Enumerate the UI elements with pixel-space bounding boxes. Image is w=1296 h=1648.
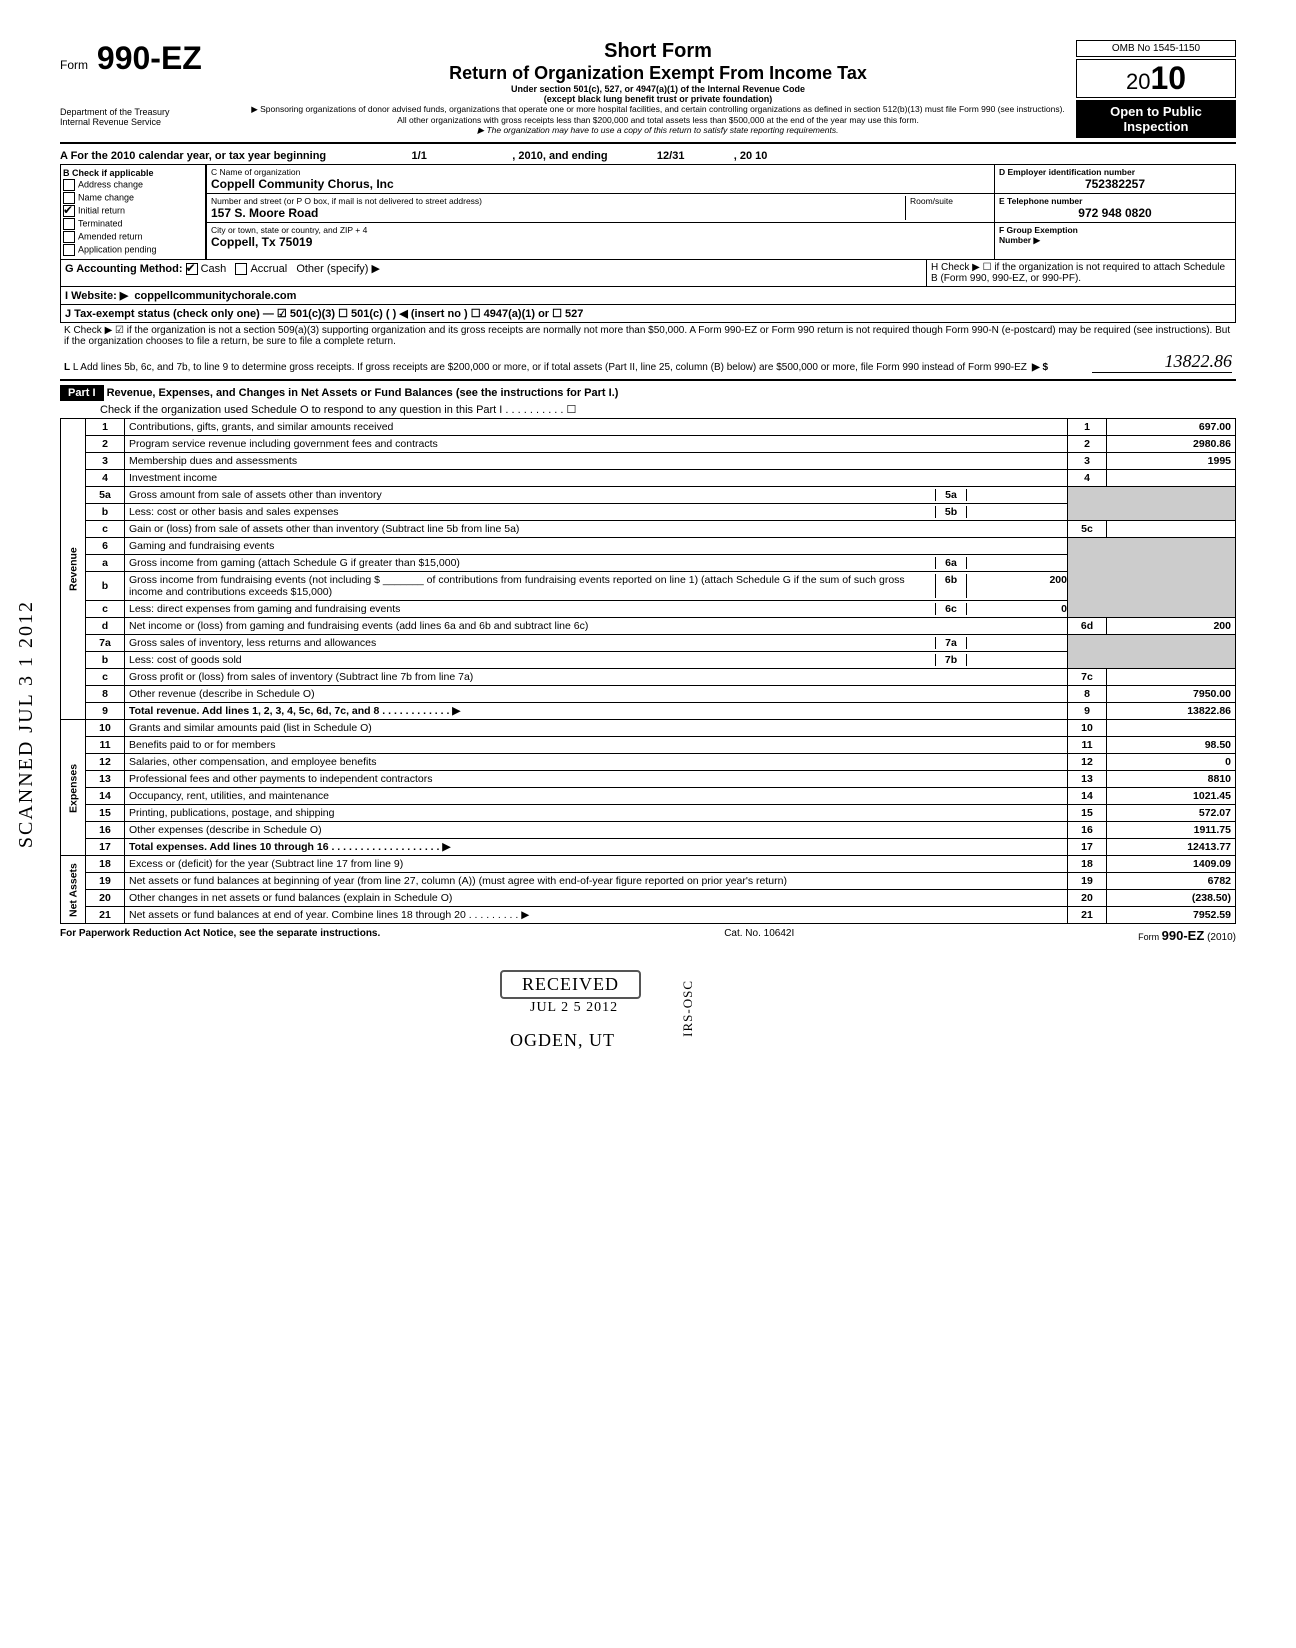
line-G: G Accounting Method: Cash Accrual Other …	[61, 260, 926, 286]
form-header: Form 990-EZ Department of the Treasury I…	[60, 40, 1236, 138]
line-A: A For the 2010 calendar year, or tax yea…	[60, 148, 1236, 164]
line-J: J Tax-exempt status (check only one) — ☑…	[60, 305, 1236, 323]
chk-address[interactable]: Address change	[63, 179, 203, 191]
chk-amended[interactable]: Amended return	[63, 231, 203, 243]
line-11: Benefits paid to or for members	[125, 737, 1068, 754]
open-public: Open to Public Inspection	[1076, 100, 1236, 138]
omb-number: OMB No 1545-1150	[1076, 40, 1236, 57]
line-6c: Less: direct expenses from gaming and fu…	[129, 603, 935, 615]
line-6d: Net income or (loss) from gaming and fun…	[125, 618, 1068, 635]
subtitle-4: ▶ The organization may have to use a cop…	[250, 125, 1066, 136]
line-8: Other revenue (describe in Schedule O)	[125, 686, 1068, 703]
org-addr: 157 S. Moore Road	[211, 206, 905, 220]
line-6: Gaming and fundraising events	[125, 538, 1068, 555]
addr-label: Number and street (or P O box, if mail i…	[211, 196, 905, 206]
part1-header: Part I Revenue, Expenses, and Changes in…	[60, 385, 1236, 401]
line-7a: Gross sales of inventory, less returns a…	[129, 637, 935, 649]
line-5c: Gain or (loss) from sale of assets other…	[125, 521, 1068, 538]
line-K: K Check ▶ ☑ if the organization is not a…	[60, 323, 1236, 349]
ogden-stamp: OGDEN, UT	[510, 1030, 615, 1051]
netassets-label: Net Assets	[61, 856, 86, 924]
F-label: F Group ExemptionNumber ▶	[999, 225, 1231, 246]
line-9: Total revenue. Add lines 1, 2, 3, 4, 5c,…	[125, 703, 1068, 720]
D-label: D Employer identification number	[999, 167, 1231, 177]
line-18: Excess or (deficit) for the year (Subtra…	[125, 856, 1068, 873]
chk-pending[interactable]: Application pending	[63, 244, 203, 256]
form-number: Form 990-EZ	[60, 40, 240, 77]
stamp-date: JUL 2 5 2012	[530, 1000, 618, 1016]
part1-check: Check if the organization used Schedule …	[60, 401, 1236, 418]
line-7c: Gross profit or (loss) from sales of inv…	[125, 669, 1068, 686]
line-5b: Less: cost or other basis and sales expe…	[129, 506, 935, 518]
chk-name[interactable]: Name change	[63, 192, 203, 204]
line-L: L L Add lines 5b, 6c, and 7b, to line 9 …	[60, 349, 1236, 375]
ein: 752382257	[999, 177, 1231, 191]
line-21: Net assets or fund balances at end of ye…	[125, 907, 1068, 924]
line-6a: Gross income from gaming (attach Schedul…	[129, 557, 935, 569]
phone: 972 948 0820	[999, 206, 1231, 220]
chk-initial[interactable]: Initial return	[63, 205, 203, 217]
gross-receipts: 13822.86	[1092, 351, 1232, 373]
received-stamp: RECEIVED	[500, 970, 641, 999]
dept-treasury: Department of the Treasury Internal Reve…	[60, 107, 240, 127]
line-15: Printing, publications, postage, and shi…	[125, 805, 1068, 822]
footer: For Paperwork Reduction Act Notice, see …	[60, 928, 1236, 943]
short-form-title: Short Form	[250, 40, 1066, 63]
line-1: Contributions, gifts, grants, and simila…	[125, 419, 1068, 436]
E-label: E Telephone number	[999, 196, 1231, 206]
C-label: C Name of organization	[211, 167, 990, 177]
irs-stamp: IRS-OSC	[680, 980, 696, 1037]
line-14: Occupancy, rent, utilities, and maintena…	[125, 788, 1068, 805]
expenses-label: Expenses	[61, 720, 86, 856]
line-5a: Gross amount from sale of assets other t…	[129, 489, 935, 501]
section-BCDEF: B Check if applicable Address change Nam…	[60, 164, 1236, 260]
org-name: Coppell Community Chorus, Inc	[211, 177, 990, 191]
line-12: Salaries, other compensation, and employ…	[125, 754, 1068, 771]
revenue-label: Revenue	[61, 419, 86, 720]
line-2: Program service revenue including govern…	[125, 436, 1068, 453]
city-label: City or town, state or country, and ZIP …	[211, 225, 990, 235]
line-I: I Website: ▶ coppellcommunitychorale.com	[60, 287, 1236, 305]
line-19: Net assets or fund balances at beginning…	[125, 873, 1068, 890]
line-6b: Gross income from fundraising events (no…	[129, 574, 935, 598]
line-10: Grants and similar amounts paid (list in…	[125, 720, 1068, 737]
chk-terminated[interactable]: Terminated	[63, 218, 203, 230]
line-H: H Check ▶ ☐ if the organization is not r…	[926, 260, 1235, 286]
lines-table: Revenue 1Contributions, gifts, grants, a…	[60, 418, 1236, 924]
line-17: Total expenses. Add lines 10 through 16 …	[125, 839, 1068, 856]
line-13: Professional fees and other payments to …	[125, 771, 1068, 788]
line-4: Investment income	[125, 470, 1068, 487]
tax-year: 2010	[1076, 59, 1236, 98]
line-20: Other changes in net assets or fund bala…	[125, 890, 1068, 907]
line-3: Membership dues and assessments	[125, 453, 1068, 470]
B-label: B Check if applicable	[63, 168, 203, 178]
main-title: Return of Organization Exempt From Incom…	[250, 63, 1066, 84]
subtitle-1: Under section 501(c), 527, or 4947(a)(1)…	[250, 84, 1066, 94]
line-7b: Less: cost of goods sold	[129, 654, 935, 666]
subtitle-2: (except black lung benefit trust or priv…	[250, 94, 1066, 104]
scanned-stamp: SCANNED JUL 3 1 2012	[15, 600, 38, 848]
line-16: Other expenses (describe in Schedule O)	[125, 822, 1068, 839]
org-city: Coppell, Tx 75019	[211, 235, 990, 249]
room-label: Room/suite	[910, 196, 990, 206]
subtitle-3: ▶ Sponsoring organizations of donor advi…	[250, 104, 1066, 125]
